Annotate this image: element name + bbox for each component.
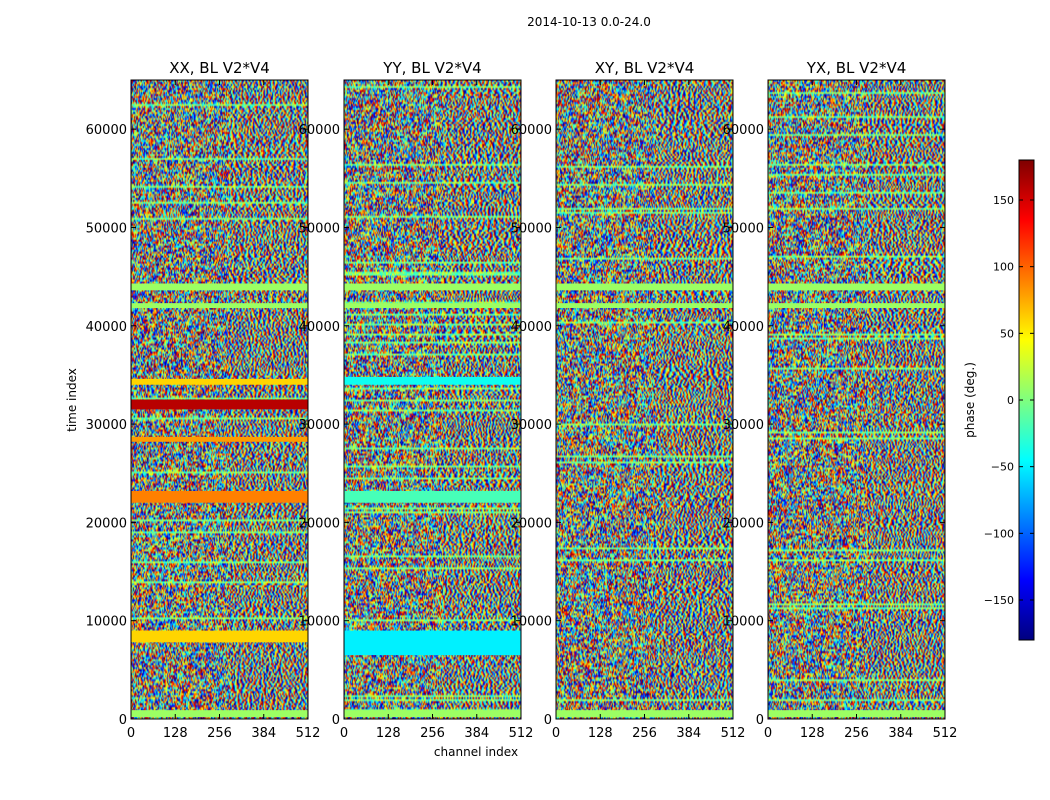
x-axis-label: channel index [434,745,518,759]
x-tick-label: 256 [844,726,869,741]
phase-band [131,490,308,503]
y-tick-label: 60000 [723,123,764,138]
x-tick-label: 512 [721,726,746,741]
y-tick-label: 40000 [86,320,127,335]
y-tick-label: 20000 [86,516,127,531]
phase-band [556,303,733,309]
panel-title: YY, BL V2*V4 [382,59,481,77]
phase-band [768,710,945,718]
x-tick-label: 128 [163,726,188,741]
y-tick-label: 0 [756,713,764,728]
y-tick-label: 40000 [511,320,552,335]
x-tick-label: 256 [632,726,657,741]
y-tick-label: 50000 [86,221,127,236]
phase-band [344,490,521,503]
panel-1: YY, BL V2*V4 0 128 256 384 512 0 10000 20000 3000… [299,59,534,741]
colorbar-tick-label: −100 [984,527,1014,540]
phase-band [131,378,308,385]
y-tick-label: 0 [544,713,552,728]
x-tick-label: 384 [251,726,276,741]
phase-band [556,283,733,291]
colorbar-tick-label: 50 [1000,327,1014,340]
y-tick-label: 20000 [723,516,764,531]
colorbar-tick-label: −50 [991,461,1014,474]
phase-band [131,630,308,643]
y-tick-label: 40000 [299,320,340,335]
y-tick-label: 10000 [86,615,127,630]
colorbar-tick-label: 100 [993,261,1014,274]
x-tick-label: 256 [207,726,232,741]
colorbar-tick-label: 150 [993,194,1014,207]
phase-band [131,303,308,309]
phase-band [556,710,733,718]
phase-band [344,283,521,291]
panel-2: XY, BL V2*V4 0 128 256 384 512 0 10000 20000 3000… [511,59,746,741]
phase-band [131,710,308,718]
phase-band [768,303,945,309]
heatmap-image-1 [344,80,521,719]
x-tick-label: 0 [127,726,135,741]
panel-0: XX, BL V2*V4 0 128 256 384 512 0 10000 20000 3000… [86,59,321,741]
phase-band [344,376,521,385]
x-tick-label: 384 [676,726,701,741]
y-tick-label: 60000 [511,123,552,138]
y-tick-label: 20000 [511,516,552,531]
heatmap-image-2 [556,80,733,719]
x-tick-label: 0 [340,726,348,741]
x-tick-label: 512 [296,726,321,741]
y-tick-label: 10000 [299,615,340,630]
y-tick-label: 30000 [86,418,127,433]
suptitle: 2014-10-13 0.0-24.0 [527,15,651,29]
phase-band [131,283,308,291]
x-tick-label: 256 [420,726,445,741]
y-tick-label: 60000 [299,123,340,138]
y-tick-label: 10000 [723,615,764,630]
panel-title: XX, BL V2*V4 [169,59,270,77]
phase-band [344,303,521,309]
colorbar: −150 −100 −50 0 50 100 150 phase (deg.) [963,159,1035,641]
x-tick-label: 128 [376,726,401,741]
y-tick-label: 40000 [723,320,764,335]
phase-band [768,283,945,291]
x-tick-label: 128 [800,726,825,741]
panel-3: YX, BL V2*V4 0 128 256 384 512 0 10000 20000 3000… [723,59,958,741]
y-tick-label: 50000 [299,221,340,236]
y-tick-label: 30000 [511,418,552,433]
x-tick-label: 128 [588,726,613,741]
x-tick-label: 0 [764,726,772,741]
colorbar-ticks: −150 −100 −50 0 50 100 150 [984,194,1034,607]
panel-title: XY, BL V2*V4 [595,59,695,77]
x-tick-label: 512 [509,726,534,741]
y-tick-label: 10000 [511,615,552,630]
phase-band [344,630,521,656]
y-tick-label: 50000 [723,221,764,236]
y-tick-label: 20000 [299,516,340,531]
phase-band [131,399,308,410]
y-tick-label: 0 [332,713,340,728]
y-tick-label: 30000 [299,418,340,433]
x-tick-label: 384 [464,726,489,741]
panels-group: XX, BL V2*V4 0 128 256 384 512 0 10000 20000 3000… [86,59,958,741]
colorbar-tick-label: −150 [984,594,1014,607]
colorbar-label: phase (deg.) [963,362,977,438]
x-tick-label: 384 [888,726,913,741]
y-tick-label: 30000 [723,418,764,433]
phase-band [131,436,308,442]
y-axis-label: time index [65,368,79,432]
x-tick-label: 0 [552,726,560,741]
y-tick-label: 50000 [511,221,552,236]
phase-band [344,710,521,718]
y-tick-label: 60000 [86,123,127,138]
x-tick-label: 512 [933,726,958,741]
panel-title: YX, BL V2*V4 [806,59,907,77]
y-tick-label: 0 [119,713,127,728]
heatmap-image-3 [768,80,945,719]
colorbar-tick-label: 0 [1007,394,1014,407]
